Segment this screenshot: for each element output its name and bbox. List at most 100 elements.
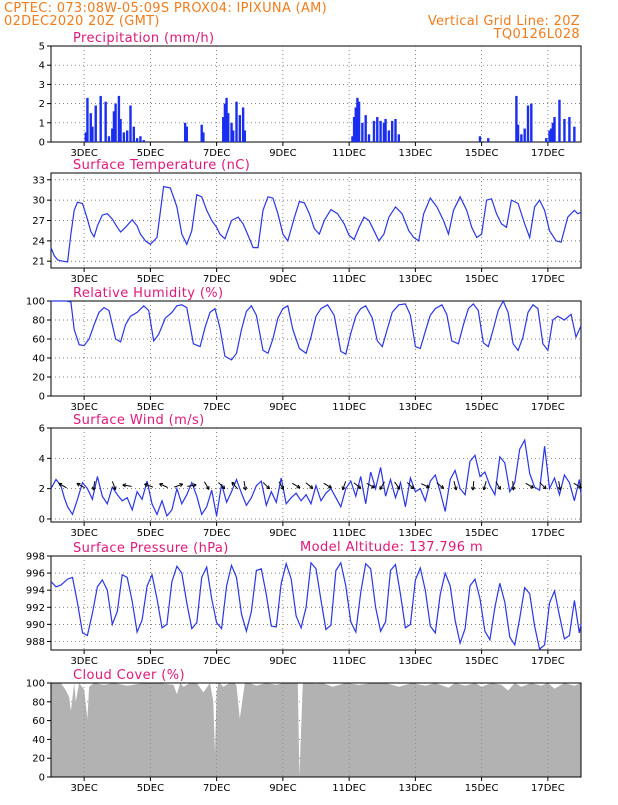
precip-bar: [568, 117, 570, 142]
y-tick-label: 0: [39, 392, 45, 403]
precip-bar: [239, 115, 241, 142]
precip-bar: [139, 136, 141, 142]
model-altitude-label: Model Altitude: 137.796 m: [300, 540, 483, 555]
x-tick-label: 5DEC: [137, 402, 164, 413]
precip-bar: [563, 119, 565, 142]
precip-bar: [373, 121, 375, 142]
wind-vector-arrow: [123, 484, 132, 487]
series-line: [51, 440, 581, 516]
x-tick-label: 15DEC: [465, 148, 499, 159]
precip-bar: [527, 106, 529, 142]
y-tick-label: 998: [26, 552, 45, 563]
panel-title: Surface Wind (m/s): [73, 413, 205, 428]
x-tick-label: 17DEC: [531, 274, 565, 285]
x-tick-label: 7DEC: [203, 656, 230, 667]
x-tick-label: 13DEC: [399, 148, 433, 159]
wind-vector-head: [123, 484, 126, 485]
precip-bar: [232, 130, 234, 142]
x-tick-label: 7DEC: [203, 402, 230, 413]
wind-vector-arrow: [160, 483, 168, 487]
y-tick-label: 4: [39, 61, 45, 72]
y-tick-label: 0: [39, 138, 45, 149]
x-tick-label: 11DEC: [332, 656, 366, 667]
x-tick-label: 17DEC: [531, 656, 565, 667]
precip-bar: [129, 106, 131, 142]
x-tick-label: 13DEC: [399, 656, 433, 667]
x-tick-label: 5DEC: [137, 783, 164, 794]
y-tick-label: 994: [26, 586, 45, 597]
precip-bar: [86, 98, 88, 142]
y-tick-label: 80: [32, 316, 45, 327]
precip-bar: [398, 134, 400, 142]
series-line: [51, 187, 581, 262]
wind-vector-head: [92, 487, 93, 490]
y-tick-label: 996: [26, 569, 45, 580]
wind-vector-arrow: [324, 483, 332, 488]
x-tick-label: 13DEC: [399, 274, 433, 285]
y-tick-label: 100: [26, 679, 45, 690]
precip-bar: [108, 136, 110, 142]
precip-bar: [394, 119, 396, 142]
x-tick-label: 15DEC: [465, 656, 499, 667]
wind-vector-head: [440, 488, 443, 489]
x-tick-label: 11DEC: [332, 402, 366, 413]
x-tick-label: 3DEC: [70, 402, 97, 413]
x-tick-label: 13DEC: [399, 402, 433, 413]
precip-bar: [391, 121, 393, 142]
wind-vector-arrow: [204, 482, 209, 490]
x-tick-label: 5DEC: [137, 274, 164, 285]
precip-bar: [202, 132, 204, 142]
x-tick-label: 17DEC: [531, 783, 565, 794]
wind-vector-arrow: [472, 481, 475, 490]
wind-vector-arrow: [483, 481, 486, 490]
x-tick-label: 17DEC: [531, 528, 565, 539]
y-tick-label: 0: [39, 773, 45, 784]
precip-bar: [379, 121, 381, 142]
y-tick-label: 20: [32, 754, 45, 765]
precip-bar: [545, 138, 547, 142]
wind-vector-head: [483, 487, 484, 490]
x-tick-label: 17DEC: [531, 148, 565, 159]
x-tick-label: 11DEC: [332, 783, 366, 794]
precip-bar: [573, 127, 575, 142]
header-date-line: 02DEC2020 20Z (GMT): [4, 14, 160, 29]
precip-bar: [479, 136, 481, 142]
y-tick-label: 80: [32, 697, 45, 708]
precip-bar: [114, 104, 116, 142]
x-tick-label: 17DEC: [531, 402, 565, 413]
y-tick-label: 5: [39, 42, 45, 53]
y-tick-label: 100: [26, 297, 45, 308]
x-tick-label: 3DEC: [70, 783, 97, 794]
wind-vector-arrow: [342, 481, 346, 489]
wind-vector-arrow: [263, 482, 269, 488]
x-tick-label: 11DEC: [332, 148, 366, 159]
precip-bar: [388, 130, 390, 142]
precip-bar: [364, 115, 366, 142]
precip-bar: [104, 102, 106, 142]
y-tick-label: 21: [32, 257, 45, 268]
x-tick-label: 9DEC: [269, 783, 296, 794]
wind-vector-arrow: [526, 483, 534, 488]
precip-bar: [384, 119, 386, 142]
wind-vector-arrow: [421, 484, 429, 488]
precip-bar: [143, 140, 145, 142]
wind-vector-head: [144, 484, 147, 485]
y-tick-label: 4: [39, 454, 45, 465]
panel-title: Precipitation (mm/h): [73, 31, 214, 46]
precip-bar: [358, 102, 360, 142]
y-tick-label: 40: [32, 735, 45, 746]
precip-bar: [376, 117, 378, 142]
wind-vector-arrow: [292, 483, 300, 488]
precip-bar: [235, 102, 237, 142]
precip-bar: [91, 127, 93, 142]
y-tick-label: 2: [39, 484, 45, 495]
panel-title: Surface Temperature (nC): [73, 158, 250, 173]
wind-vector-arrow: [174, 484, 182, 488]
plot-frame: [51, 428, 581, 522]
